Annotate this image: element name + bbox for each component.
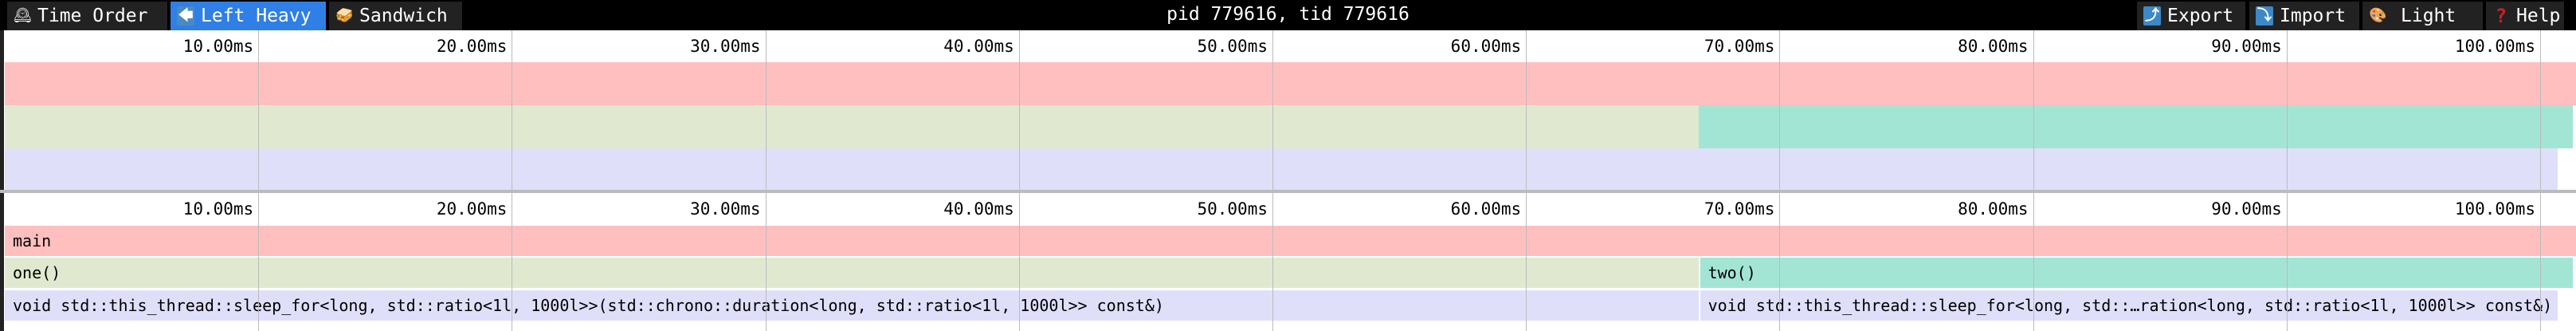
help-icon: ? — [2495, 5, 2507, 27]
gridline — [765, 30, 767, 190]
minimap[interactable]: 10.00ms 20.00ms 30.00ms 40.00ms 50.00ms 60.00… — [4, 30, 2576, 190]
gridline — [2540, 193, 2541, 331]
tick-label: 10.00ms — [182, 199, 254, 219]
flame-frame[interactable]: void std::this_thread::sleep_for<long, s… — [5, 290, 1699, 321]
export-label: Export — [2167, 6, 2234, 26]
tick-label: 10.00ms — [182, 37, 254, 56]
minimap-frame[interactable] — [1698, 148, 2558, 190]
tick-label: 90.00ms — [2211, 37, 2282, 56]
flame-frame[interactable]: one() — [5, 258, 1699, 288]
frame-label: main — [13, 231, 52, 250]
gridline — [2033, 30, 2034, 190]
tick-label: 20.00ms — [436, 37, 508, 56]
gridline — [2286, 193, 2288, 331]
gridline — [2540, 30, 2541, 190]
tick-label: 70.00ms — [1704, 199, 1775, 219]
theme-label: Light — [2401, 6, 2456, 26]
gridline — [2033, 193, 2034, 331]
tick-label: 30.00ms — [690, 37, 761, 56]
minimap-frame[interactable] — [1698, 105, 2574, 148]
palette-icon: 🎨 — [2369, 7, 2387, 24]
tab-left-heavy[interactable]: 🡄 Left Heavy — [171, 2, 326, 30]
frame-label: one() — [13, 263, 61, 282]
gridline — [1526, 30, 1527, 190]
flamegraph[interactable]: 10.00ms 20.00ms 30.00ms 40.00ms 50.00ms 60.00… — [4, 193, 2576, 331]
minimap-frame[interactable] — [5, 105, 1699, 148]
tick-label: 80.00ms — [1958, 37, 2029, 56]
help-button[interactable]: ? Help — [2486, 2, 2564, 30]
left-arrow-icon: 🡄 — [177, 6, 194, 26]
gridline — [1526, 193, 1527, 331]
flame-frame[interactable]: main — [5, 226, 2576, 256]
tick-label: 60.00ms — [1450, 37, 1522, 56]
tick-label: 50.00ms — [1197, 199, 1268, 219]
theme-toggle-button[interactable]: 🎨 Light — [2362, 2, 2483, 30]
help-label: Help — [2516, 6, 2561, 26]
tick-label: 70.00ms — [1704, 37, 1775, 56]
import-button[interactable]: ⤵ Import — [2249, 2, 2359, 30]
tick-label: 100.00ms — [2454, 37, 2535, 56]
flamegraph-time-ruler: 10.00ms 20.00ms 30.00ms 40.00ms 50.00ms 60.00… — [4, 193, 2576, 225]
sandwich-icon: 🥪 — [335, 7, 354, 24]
tab-label: Sandwich — [359, 6, 448, 26]
gridline — [1779, 193, 1781, 331]
flame-frame[interactable]: void std::this_thread::sleep_for<long, s… — [1700, 290, 2558, 321]
tick-label: 50.00ms — [1197, 37, 1268, 56]
tick-label: 100.00ms — [2454, 199, 2535, 219]
tab-label: Left Heavy — [201, 6, 312, 26]
minimap-frame[interactable] — [5, 148, 1699, 190]
toolbar: 🕰 Time Order 🡄 Left Heavy 🥪 Sandwich pid… — [0, 0, 2576, 30]
tab-time-order[interactable]: 🕰 Time Order — [7, 2, 167, 30]
gridline — [258, 193, 260, 331]
tick-label: 60.00ms — [1450, 199, 1522, 219]
panel-divider[interactable] — [0, 190, 2576, 193]
tab-label: Time Order — [37, 6, 148, 26]
export-button[interactable]: ⤴ Export — [2137, 2, 2245, 30]
gridline — [1018, 30, 1020, 190]
import-label: Import — [2280, 6, 2347, 26]
tick-label: 40.00ms — [943, 37, 1014, 56]
import-icon: ⤵ — [2256, 6, 2273, 26]
tick-label: 40.00ms — [943, 199, 1014, 219]
tick-label: 30.00ms — [690, 199, 761, 219]
tick-label: 20.00ms — [436, 199, 508, 219]
window-border — [0, 30, 4, 331]
gridline — [258, 30, 260, 190]
tab-sandwich[interactable]: 🥪 Sandwich — [329, 2, 462, 30]
gridline — [1272, 30, 1273, 190]
minimap-frame[interactable] — [5, 62, 2576, 105]
gridline — [2286, 30, 2288, 190]
gridline — [1018, 193, 1020, 331]
mantel-clock-icon: 🕰 — [14, 7, 32, 24]
gridline — [1272, 193, 1273, 331]
minimap-time-ruler: 10.00ms 20.00ms 30.00ms 40.00ms 50.00ms 60.00… — [4, 30, 2576, 62]
gridline — [765, 193, 767, 331]
flame-frame[interactable]: two() — [1700, 258, 2574, 288]
tick-label: 80.00ms — [1958, 199, 2029, 219]
frame-label: void std::this_thread::sleep_for<long, s… — [13, 296, 1164, 315]
frame-label: two() — [1708, 263, 1756, 282]
gridline — [1779, 30, 1781, 190]
frame-label: void std::this_thread::sleep_for<long, s… — [1708, 296, 2553, 315]
tick-label: 90.00ms — [2211, 199, 2282, 219]
export-icon: ⤴ — [2143, 6, 2161, 26]
